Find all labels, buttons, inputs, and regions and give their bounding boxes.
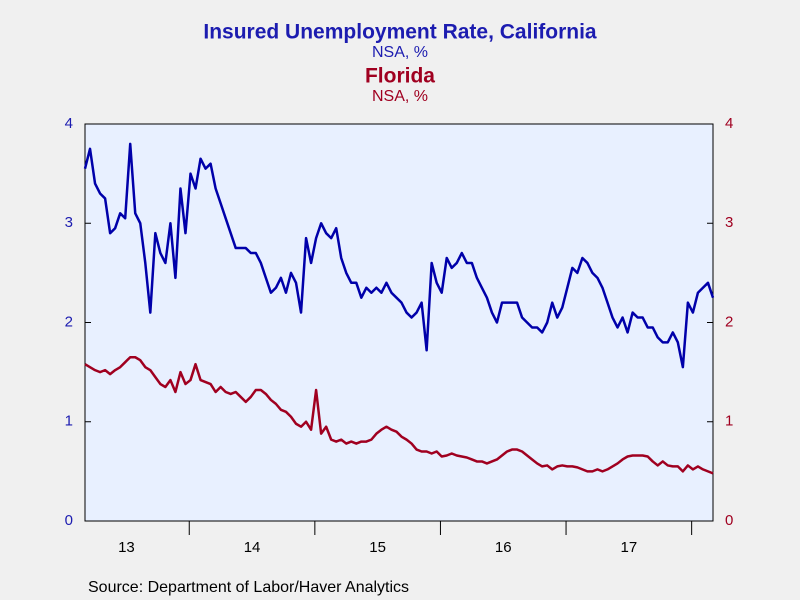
chart-title-2: Florida: [365, 65, 435, 88]
y-tick-label: 4: [65, 115, 73, 132]
y-tick-label: 1: [65, 413, 73, 430]
source-note: Source: Department of Labor/Haver Analyt…: [88, 579, 409, 596]
x-tick-label: 14: [244, 539, 261, 556]
y2-tick-label: 3: [725, 214, 733, 231]
x-tick-label: 16: [495, 539, 512, 556]
y2-tick-label: 1: [725, 413, 733, 430]
series-line: [84, 355, 714, 475]
x-tick-label: 15: [369, 539, 386, 556]
y2-tick-label: 4: [725, 115, 733, 132]
chart-subtitle-2: NSA, %: [372, 88, 428, 105]
y2-tick-label: 0: [725, 512, 733, 529]
y2-tick-label: 2: [725, 313, 733, 330]
y-tick-label: 2: [65, 313, 73, 330]
chart-subtitle: NSA, %: [372, 44, 428, 61]
y-tick-label: 0: [65, 512, 73, 529]
chart-title: Insured Unemployment Rate, California: [203, 21, 597, 44]
y-tick-label: 3: [65, 214, 73, 231]
x-tick-label: 17: [621, 539, 638, 556]
series-line: [83, 142, 715, 369]
x-tick-label: 13: [118, 539, 135, 556]
